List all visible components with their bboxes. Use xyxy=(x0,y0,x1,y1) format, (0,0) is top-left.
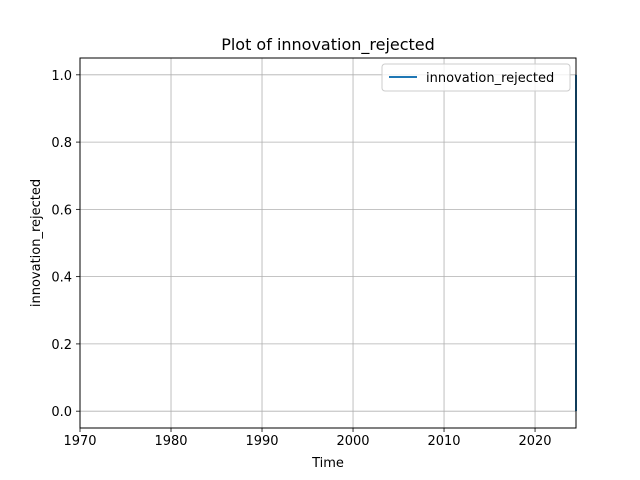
y-tick-label: 0.0 xyxy=(51,405,72,420)
x-tick-label: 1990 xyxy=(245,434,278,449)
y-tick-label: 0.6 xyxy=(51,203,72,218)
x-tick-label: 1970 xyxy=(63,434,96,449)
x-tick-label: 1980 xyxy=(154,434,187,449)
plot-frame xyxy=(79,57,577,429)
y-axis-label: innovation_rejected xyxy=(29,179,44,307)
y-tick-label: 0.8 xyxy=(51,136,72,151)
legend: innovation_rejected xyxy=(381,63,571,92)
legend-box xyxy=(381,63,571,92)
x-tick-label: 2010 xyxy=(427,434,460,449)
chart-title: Plot of innovation_rejected xyxy=(221,35,435,55)
grid xyxy=(79,58,576,428)
legend-label: innovation_rejected xyxy=(426,71,554,86)
y-tick-label: 1.0 xyxy=(51,69,72,84)
y-tick-label: 0.2 xyxy=(51,338,72,353)
x-tick-label: 2000 xyxy=(336,434,369,449)
y-axis: 0.0 0.2 0.4 0.6 0.8 1.0 xyxy=(51,69,80,420)
x-axis-label: Time xyxy=(311,456,344,471)
y-tick-label: 0.4 xyxy=(51,271,72,286)
x-tick-label: 2020 xyxy=(518,434,551,449)
x-axis: 1970 1980 1990 2000 2010 2020 xyxy=(63,428,552,449)
